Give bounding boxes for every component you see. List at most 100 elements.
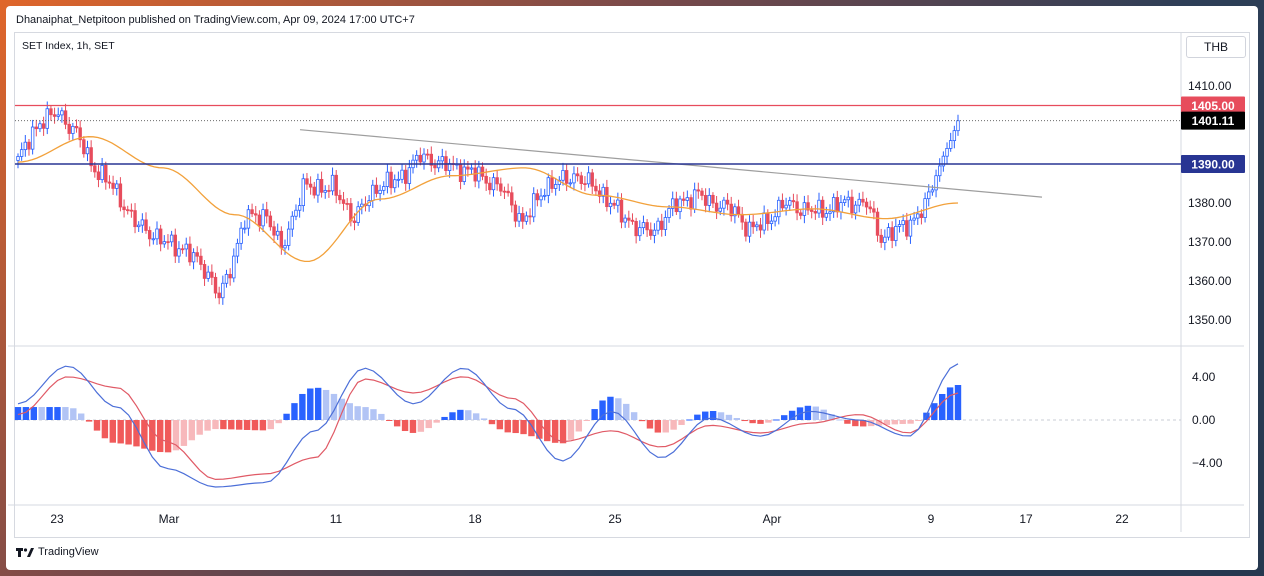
candles [16, 101, 960, 305]
candle-body [425, 153, 430, 156]
candle-body [414, 154, 419, 161]
candle-body [19, 149, 24, 157]
currency-button[interactable]: THB [1186, 36, 1246, 58]
candle-body [927, 191, 931, 200]
candle-body [49, 108, 53, 116]
candle-body [645, 222, 649, 231]
histogram-bar [575, 420, 583, 432]
histogram-bar [291, 403, 298, 420]
candle-body [166, 241, 170, 244]
candle-body [521, 213, 525, 222]
histogram-bar [591, 409, 598, 420]
candle-body [590, 172, 594, 187]
candle-body [82, 139, 86, 155]
candle-body [118, 183, 123, 208]
time-tick-label: 22 [1115, 512, 1129, 526]
candle-body [210, 271, 214, 278]
candle-body [27, 141, 31, 150]
candle-body [535, 193, 540, 201]
histogram-bar [370, 409, 377, 420]
histogram-bar [235, 420, 243, 430]
macd-line [17, 363, 959, 488]
time-tick-label: 17 [1019, 512, 1033, 526]
histogram-bar [409, 420, 417, 433]
candle-body [327, 190, 331, 192]
candle-body [30, 126, 35, 150]
candle-body [831, 197, 836, 213]
candle-body [736, 206, 741, 215]
candle-body [817, 199, 821, 214]
candle-body [725, 199, 730, 205]
tradingview-logo[interactable]: TradingView [16, 544, 99, 560]
candle-body [458, 163, 463, 182]
price-tick-label: 1410.00 [1188, 79, 1232, 93]
candle-body [312, 186, 316, 196]
candle-body [396, 178, 401, 181]
histogram-bar [386, 420, 393, 421]
histogram-bar [836, 419, 843, 421]
candle-body [133, 210, 137, 228]
candle-body [813, 211, 818, 214]
candle-body [853, 204, 858, 214]
candle-body [623, 217, 627, 223]
candle-body [243, 227, 247, 230]
candle-body [41, 123, 46, 129]
chart-panel[interactable] [14, 32, 1250, 538]
histogram-bar [401, 420, 409, 432]
histogram-bar [204, 420, 211, 431]
histogram-bar [804, 405, 812, 420]
last-price-label: 1401.11 [1192, 114, 1235, 128]
histogram-bar [433, 420, 440, 423]
candle-body [905, 220, 909, 237]
candle-body [34, 126, 38, 130]
candle-body [74, 125, 79, 129]
candle-body [352, 220, 357, 223]
candle-body [766, 212, 770, 224]
histogram-bar [441, 416, 448, 420]
price-tick-label: 1360.00 [1188, 274, 1232, 288]
candle-body [173, 234, 177, 257]
candle-body [466, 166, 470, 170]
candle-body [550, 177, 554, 189]
histogram-bar [828, 414, 835, 420]
candle-body [254, 213, 258, 216]
candle-body [583, 183, 587, 186]
candle-body [901, 220, 905, 225]
candle-body [883, 236, 887, 243]
candle-body [188, 243, 192, 263]
candle-body [894, 225, 898, 241]
candle-body [85, 147, 90, 155]
histogram-bar [77, 413, 85, 420]
candle-body [122, 206, 126, 211]
histogram-bar [188, 420, 195, 441]
histogram-bar [46, 407, 53, 420]
candle-body [608, 202, 613, 208]
histogram-bar [757, 420, 764, 424]
candle-body [930, 189, 935, 193]
candle-body [886, 227, 891, 238]
time-tick-label: 23 [50, 512, 64, 526]
histogram-bar [512, 420, 519, 434]
candle-body [553, 184, 558, 189]
histogram-bar [243, 420, 251, 430]
histogram-bar [646, 420, 654, 429]
publisher-line: Dhanaiphat_Netpitoon published on Tradin… [16, 14, 415, 26]
candle-body [155, 228, 159, 240]
histogram-bar [915, 420, 922, 421]
candle-body [762, 212, 766, 231]
candle-body [462, 166, 466, 182]
histogram-bar [741, 420, 748, 422]
candle-body [572, 173, 576, 184]
histogram-bar [307, 388, 314, 420]
candle-body [111, 182, 115, 189]
candle-body [692, 189, 697, 210]
histogram-bar [488, 420, 496, 425]
resistance-price-badge [1181, 96, 1245, 115]
candle-body [491, 177, 496, 191]
candle-body [45, 108, 49, 129]
candle-body [195, 252, 199, 257]
macd-tick-label: 0.00 [1192, 413, 1216, 427]
histogram-bar [709, 411, 717, 420]
candle-body [294, 209, 298, 217]
candle-body [63, 110, 68, 125]
